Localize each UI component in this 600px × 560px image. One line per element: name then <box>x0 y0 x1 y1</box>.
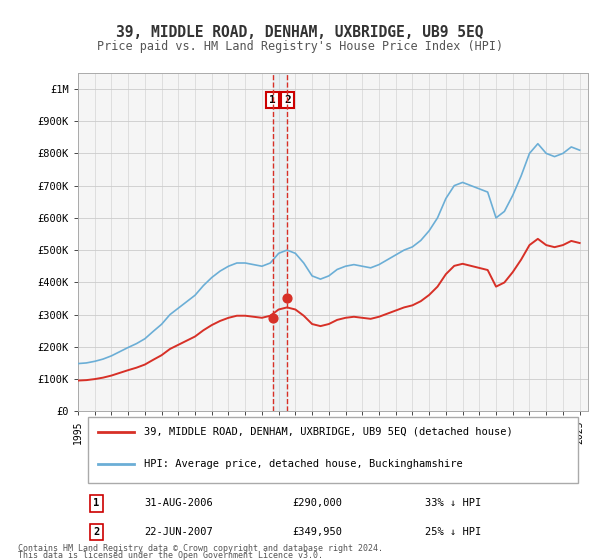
Text: Contains HM Land Registry data © Crown copyright and database right 2024.: Contains HM Land Registry data © Crown c… <box>18 544 383 553</box>
Point <box>268 314 278 323</box>
Text: 39, MIDDLE ROAD, DENHAM, UXBRIDGE, UB9 5EQ: 39, MIDDLE ROAD, DENHAM, UXBRIDGE, UB9 5… <box>116 25 484 40</box>
Point <box>282 294 292 303</box>
FancyBboxPatch shape <box>88 417 578 483</box>
Text: £290,000: £290,000 <box>292 498 342 508</box>
Text: HPI: Average price, detached house, Buckinghamshire: HPI: Average price, detached house, Buck… <box>145 459 463 469</box>
Text: 25% ↓ HPI: 25% ↓ HPI <box>425 528 481 537</box>
Text: 22-JUN-2007: 22-JUN-2007 <box>145 528 213 537</box>
Text: This data is licensed under the Open Government Licence v3.0.: This data is licensed under the Open Gov… <box>18 551 323 560</box>
Text: Price paid vs. HM Land Registry's House Price Index (HPI): Price paid vs. HM Land Registry's House … <box>97 40 503 53</box>
Text: 1: 1 <box>94 498 100 508</box>
Text: 2: 2 <box>94 528 100 537</box>
Text: 1: 1 <box>269 95 275 105</box>
Bar <box>273 73 287 411</box>
Text: 31-AUG-2006: 31-AUG-2006 <box>145 498 213 508</box>
Text: 39, MIDDLE ROAD, DENHAM, UXBRIDGE, UB9 5EQ (detached house): 39, MIDDLE ROAD, DENHAM, UXBRIDGE, UB9 5… <box>145 427 513 437</box>
Text: £349,950: £349,950 <box>292 528 342 537</box>
Text: 33% ↓ HPI: 33% ↓ HPI <box>425 498 481 508</box>
Text: 2: 2 <box>284 95 291 105</box>
